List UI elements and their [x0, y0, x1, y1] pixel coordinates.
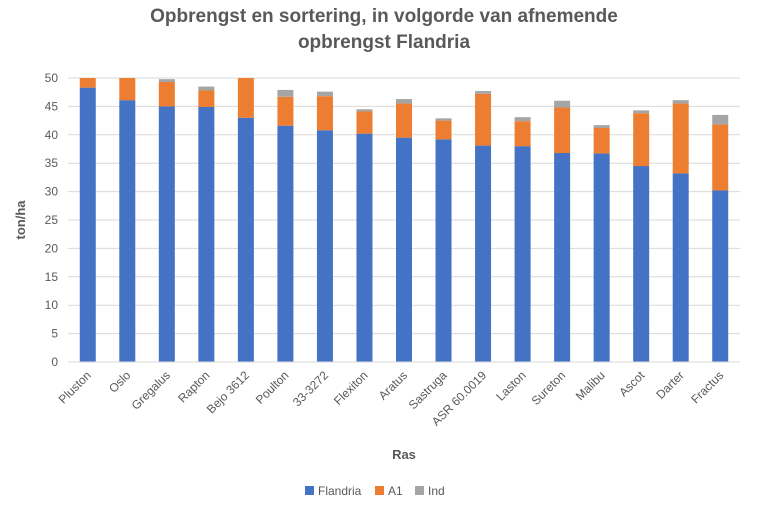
y-tick-label: 45 — [45, 99, 59, 113]
x-tick-label: Sureton — [529, 368, 569, 408]
y-tick-label: 40 — [45, 128, 59, 142]
x-tick-label: Fractus — [688, 368, 726, 406]
x-axis-title: Ras — [392, 447, 416, 462]
bar-segment — [119, 78, 136, 101]
bar-segment — [79, 87, 96, 362]
bar-segment — [198, 106, 215, 362]
bar-segment — [198, 90, 215, 107]
bar-segment — [712, 114, 729, 125]
y-tick-label: 5 — [51, 327, 58, 341]
bar-segment — [475, 145, 492, 362]
y-tick-label: 20 — [45, 241, 59, 255]
legend-swatch — [375, 486, 384, 495]
bar-segment — [514, 117, 531, 122]
bar-segment — [554, 107, 571, 153]
x-tick-label: 33-3272 — [290, 368, 331, 409]
x-tick-label: Rapton — [175, 368, 212, 405]
bar-segment — [435, 118, 452, 121]
bar-segment — [396, 99, 412, 104]
x-tick-label: Ascot — [616, 368, 648, 400]
bar-segment — [672, 100, 689, 104]
bar-segment — [79, 78, 96, 88]
bar-segment — [672, 103, 689, 174]
y-tick-label: 50 — [45, 71, 59, 85]
bar-segment — [237, 78, 254, 118]
bar-segment — [514, 121, 531, 147]
bar-segment — [633, 113, 650, 167]
legend-swatch — [415, 486, 424, 495]
bar-segment — [158, 79, 175, 82]
bar-segment — [435, 139, 452, 362]
bar-segment — [554, 152, 571, 362]
legend-label: A1 — [388, 484, 403, 498]
bar-segment — [356, 111, 373, 134]
x-tick-label: Gregalus — [129, 368, 173, 412]
y-axis-title: ton/ha — [13, 200, 28, 240]
bar-segment — [277, 125, 294, 362]
bar-segment — [158, 106, 175, 363]
bar-segment — [475, 91, 492, 94]
legend-label: Ind — [428, 484, 445, 498]
x-tick-label: Malibu — [573, 368, 608, 403]
x-tick-label: Bejo 3612 — [204, 368, 252, 416]
bar-segment — [396, 103, 412, 138]
x-tick-label: Pluston — [56, 368, 94, 406]
x-tick-label: Aratus — [376, 368, 410, 402]
chart-title-line-2: opbrengst Flandria — [297, 32, 471, 53]
bar-segment — [198, 86, 215, 91]
bar-segment — [119, 100, 136, 362]
bar-segment — [554, 100, 571, 108]
bar-segment — [633, 110, 650, 114]
bar-segment — [277, 96, 294, 126]
legend-label: Flandria — [318, 484, 362, 498]
bar-segment — [277, 89, 294, 97]
bar-segment — [514, 146, 531, 362]
bar-segment — [316, 96, 333, 131]
x-tick-label: Laston — [493, 368, 528, 403]
bar-segment — [475, 93, 492, 146]
bar-segment — [593, 127, 610, 154]
bar-segment — [356, 133, 373, 362]
bar-segment — [316, 130, 333, 362]
bar-segment — [712, 190, 729, 362]
bar-segment — [593, 125, 610, 128]
bar-segment — [435, 120, 452, 140]
bar-segment — [396, 137, 412, 362]
bar-segment — [712, 124, 729, 191]
bar-segment — [356, 109, 373, 112]
y-tick-label: 15 — [45, 270, 59, 284]
bar-segment — [672, 173, 689, 362]
y-tick-label: 10 — [45, 298, 59, 312]
x-tick-label: Darter — [653, 368, 686, 401]
y-tick-label: 0 — [51, 355, 58, 369]
x-tick-label: Flexiton — [331, 368, 371, 408]
y-tick-label: 35 — [45, 156, 59, 170]
chart-title-line-1: Opbrengst en sortering, in volgorde van … — [150, 6, 618, 27]
legend-swatch — [305, 486, 314, 495]
x-tick-label: Poulton — [253, 368, 292, 407]
y-tick-label: 25 — [45, 213, 59, 227]
bar-segment — [316, 91, 333, 97]
y-tick-label: 30 — [45, 185, 59, 199]
bar-segment — [158, 81, 175, 107]
bar-segment — [633, 166, 650, 362]
x-tick-label: Oslo — [106, 368, 134, 396]
bar-segment — [593, 153, 610, 362]
bar-segment — [237, 117, 254, 362]
